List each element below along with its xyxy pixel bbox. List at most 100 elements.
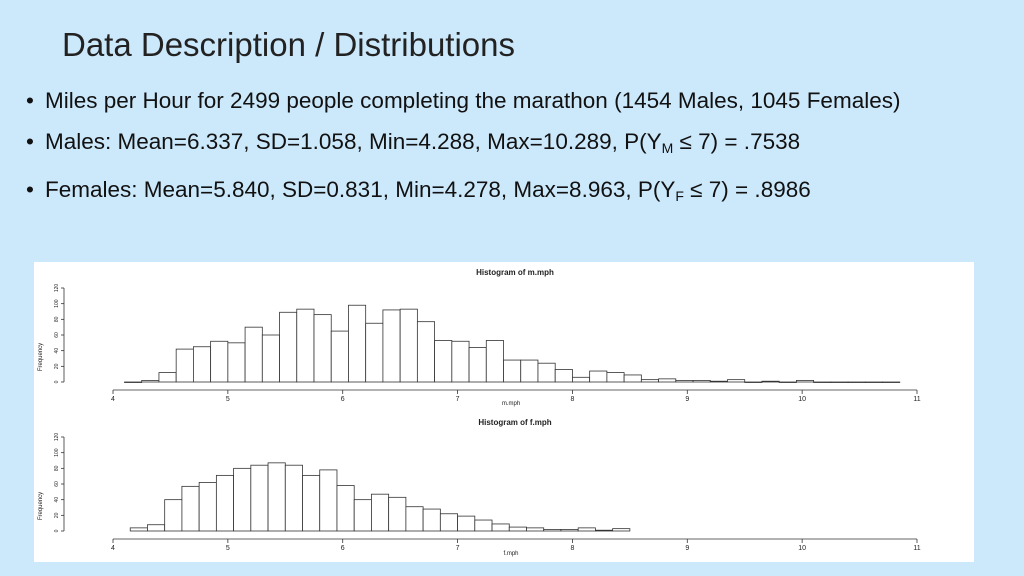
chart-title: Histogram of f.mph [478, 418, 551, 427]
histogram-bar [457, 515, 476, 532]
x-tick-label: 7 [456, 545, 460, 552]
histogram-bar [330, 330, 349, 383]
x-tick-label: 10 [798, 545, 806, 552]
histogram-bar [491, 523, 510, 532]
histogram-bar [198, 482, 217, 532]
bullet-item-males: • Males: Mean=6.337, SD=1.058, Min=4.288… [26, 127, 1006, 163]
y-tick-label: 80 [54, 465, 60, 471]
bullet-text-post: ≤ 7) = .8986 [683, 177, 811, 202]
y-tick-label: 100 [54, 299, 60, 308]
histogram-bar [181, 485, 200, 532]
histogram-bar [796, 380, 815, 383]
histogram-bar [313, 314, 332, 383]
histogram-bar [399, 308, 418, 383]
histogram-bar [422, 508, 441, 532]
histogram-bar [405, 506, 424, 532]
histogram-bar [250, 464, 269, 532]
histogram-bar [336, 485, 355, 532]
bullet-subscript: F [675, 188, 684, 204]
histogram-bar [267, 462, 286, 532]
histogram-bar [296, 308, 315, 383]
y-axis-label: Frequency [38, 492, 44, 520]
histogram-bar [606, 372, 625, 383]
histogram-bar [279, 311, 298, 383]
histogram-bar [595, 529, 614, 532]
x-tick-label: 6 [341, 545, 345, 552]
histogram-bar [744, 381, 763, 383]
x-axis-label: m.mph [502, 401, 520, 407]
x-tick-label: 5 [226, 396, 230, 403]
histogram-bar [709, 380, 728, 383]
chart-title: Histogram of m.mph [476, 268, 554, 277]
histogram-bar [319, 469, 338, 532]
histogram-bar [233, 467, 252, 532]
histogram-bar [658, 378, 677, 383]
histogram-bar [227, 342, 246, 383]
histogram-bar [474, 519, 493, 532]
histogram-bar [382, 309, 401, 383]
histogram-figure: Histogram of m.mph 4 5 6 7 8 9 10 11 m.mph 0 20 40 60… [34, 262, 974, 562]
histogram-bar [141, 380, 160, 383]
histogram-bar [124, 381, 143, 383]
histogram-bar [416, 321, 436, 383]
histogram-bar [215, 474, 235, 532]
x-tick-label: 11 [913, 545, 920, 552]
histogram-bar [468, 347, 487, 383]
x-tick-label: 6 [341, 396, 345, 403]
bullet-item-sample: • Miles per Hour for 2499 people complet… [26, 86, 1006, 115]
histogram-bar [692, 380, 711, 383]
histogram-bar [572, 376, 591, 383]
x-axis-label: f.mph [503, 551, 518, 557]
histogram-bar [503, 359, 522, 383]
histogram-bar [543, 529, 562, 532]
histogram-bar [589, 370, 608, 383]
histogram-bar [864, 381, 883, 383]
x-tick-label: 4 [111, 545, 115, 552]
bullet-item-females: • Females: Mean=5.840, SD=0.831, Min=4.2… [26, 175, 1006, 211]
y-tick-label: 40 [54, 497, 60, 503]
histogram-bar [451, 340, 470, 383]
histogram-bar [284, 464, 303, 532]
x-tick-label: 7 [456, 396, 460, 403]
x-tick-label: 8 [570, 396, 574, 403]
histogram-bar [261, 334, 280, 383]
histogram-bar [485, 340, 504, 383]
page-title: Data Description / Distributions [62, 26, 516, 63]
histogram-bar [520, 359, 539, 383]
bullet-subscript: M [661, 140, 674, 156]
x-tick-label: 9 [685, 396, 689, 403]
bullet-dot-icon: • [26, 129, 34, 154]
histogram-bar [302, 474, 321, 532]
histogram-bar [210, 340, 229, 383]
histogram-bar [129, 527, 148, 532]
histogram-bar [439, 513, 458, 532]
histogram-bar [147, 524, 166, 532]
histogram-bar [164, 499, 183, 532]
histogram-bar [623, 374, 642, 383]
y-tick-label: 60 [54, 481, 60, 487]
histogram-bar [675, 380, 694, 383]
histogram-bar [830, 381, 849, 383]
x-tick-label: 5 [226, 545, 230, 552]
y-tick-label: 60 [54, 332, 60, 338]
histogram-bar [508, 526, 527, 532]
y-axis-label: Frequency [38, 343, 44, 371]
histogram-bar [882, 381, 901, 383]
x-tick-label: 8 [570, 545, 574, 552]
bullet-dot-icon: • [26, 88, 34, 113]
histogram-bar [761, 380, 780, 383]
histogram-bar [371, 493, 390, 532]
histogram-bar [778, 381, 797, 383]
histogram-bar [560, 529, 579, 532]
bullet-dot-icon: • [26, 177, 34, 202]
x-tick-label: 10 [798, 396, 806, 403]
y-tick-label: 40 [54, 348, 60, 354]
histogram-bar [847, 381, 866, 383]
bullet-text-pre: Males: Mean=6.337, SD=1.058, Min=4.288, … [45, 129, 662, 154]
histogram-bar [526, 527, 545, 532]
bullet-text-pre: Females: Mean=5.840, SD=0.831, Min=4.278… [45, 177, 676, 202]
histogram-bar [192, 346, 212, 383]
y-tick-label: 120 [54, 284, 60, 293]
histogram-bar [434, 340, 453, 383]
